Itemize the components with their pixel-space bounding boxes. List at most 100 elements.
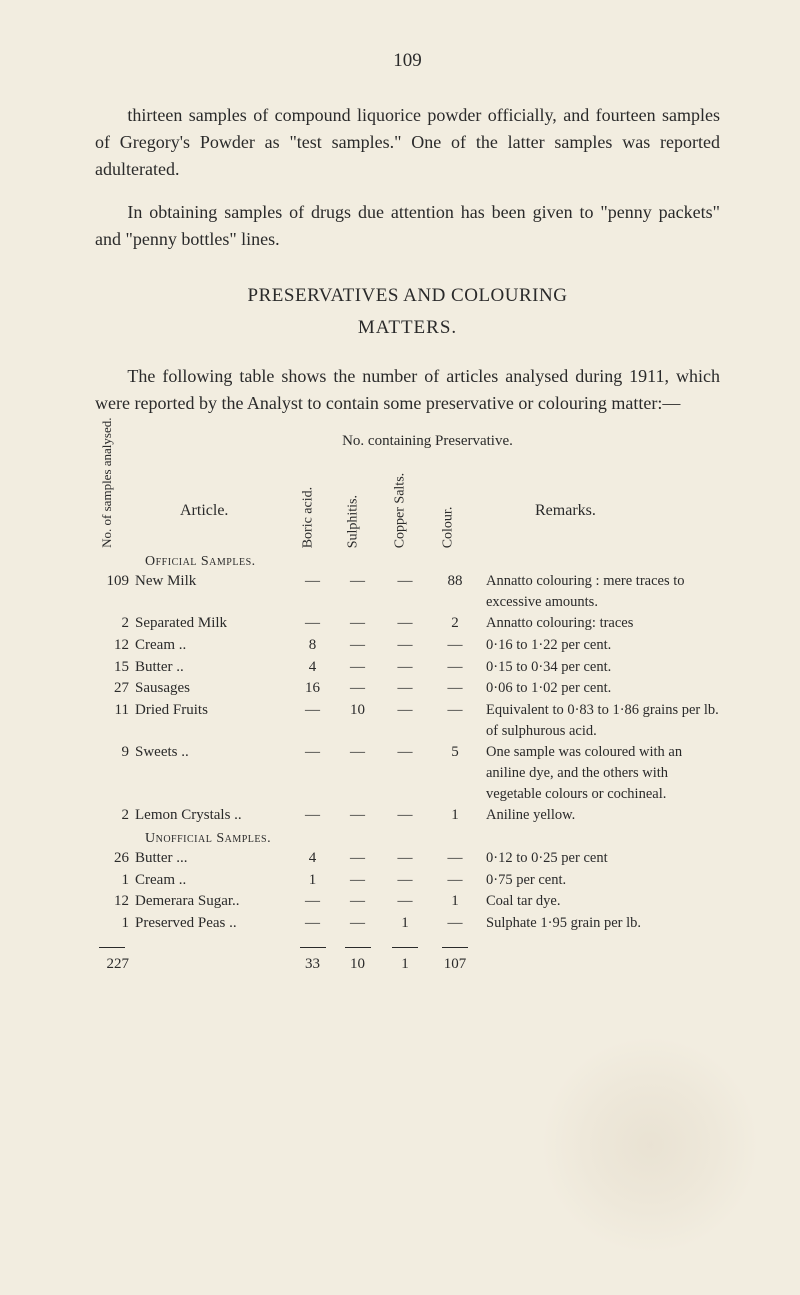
- table-cell: 1: [290, 870, 335, 892]
- table-cell: —: [380, 700, 430, 742]
- table-cell: 88: [430, 571, 480, 613]
- total-cell: 107: [430, 956, 480, 973]
- table-cell: 0·12 to 0·25 per cent: [480, 848, 720, 870]
- page-stain: [540, 1035, 760, 1255]
- table-cell: Butter ...: [135, 848, 290, 870]
- table-cell: —: [290, 805, 335, 827]
- totals-rule: [95, 935, 720, 953]
- table-cell: —: [335, 657, 380, 679]
- col-header: Copper Salts.: [391, 473, 411, 548]
- table-cell: 15: [95, 657, 135, 679]
- col-header: Colour.: [439, 506, 459, 548]
- table-cell: 4: [290, 848, 335, 870]
- section-subheading: MATTERS.: [95, 317, 720, 339]
- table-cell: —: [290, 742, 335, 805]
- table-row: 11Dried Fruits—10——Equivalent to 0·83 to…: [95, 700, 720, 742]
- data-table: No. of samples analysed. Article. Boric …: [95, 458, 720, 973]
- table-cell: 0·06 to 1·02 per cent.: [480, 678, 720, 700]
- table-cell: —: [430, 657, 480, 679]
- table-cell: Butter ..: [135, 657, 290, 679]
- table-cell: Annatto colouring : mere traces to exces…: [480, 571, 720, 613]
- table-cell: 0·15 to 0·34 per cent.: [480, 657, 720, 679]
- table-cell: —: [380, 870, 430, 892]
- table-cell: 109: [95, 571, 135, 613]
- totals-row: 227 33 10 1 107: [95, 956, 720, 973]
- table-cell: 9: [95, 742, 135, 805]
- table-cell: 27: [95, 678, 135, 700]
- col-header: Article.: [180, 499, 228, 522]
- table-cell: —: [430, 635, 480, 657]
- table-cell: —: [430, 678, 480, 700]
- table-cell: Equivalent to 0·83 to 1·86 grains per lb…: [480, 700, 720, 742]
- table-cell: —: [290, 613, 335, 635]
- table-row: 1Preserved Peas ..——1—Sulphate 1·95 grai…: [95, 913, 720, 935]
- table-cell: —: [335, 613, 380, 635]
- table-cell: 26: [95, 848, 135, 870]
- table-cell: Annatto colouring: traces: [480, 613, 720, 635]
- table-header: No. of samples analysed. Article. Boric …: [95, 458, 720, 550]
- table-cell: 16: [290, 678, 335, 700]
- table-cell: 10: [335, 700, 380, 742]
- table-cell: —: [335, 571, 380, 613]
- table-cell: —: [335, 870, 380, 892]
- table-cell: —: [380, 891, 430, 913]
- table-cell: —: [380, 657, 430, 679]
- table-row: 12Cream ..8———0·16 to 1·22 per cent.: [95, 635, 720, 657]
- table-cell: —: [380, 635, 430, 657]
- table-cell: 1: [430, 891, 480, 913]
- table-cell: Aniline yellow.: [480, 805, 720, 827]
- table-cell: Cream ..: [135, 870, 290, 892]
- group-header: Official Samples.: [145, 554, 720, 570]
- table-cell: —: [290, 700, 335, 742]
- table-cell: 2: [95, 613, 135, 635]
- table-caption: No. containing Preservative.: [95, 433, 720, 450]
- table-cell: 2: [95, 805, 135, 827]
- table-cell: —: [335, 742, 380, 805]
- col-header: Boric acid.: [299, 487, 319, 548]
- page-number: 109: [95, 50, 720, 72]
- table-row: 9Sweets ..———5One sample was coloured wi…: [95, 742, 720, 805]
- table-cell: —: [335, 805, 380, 827]
- table-cell: 12: [95, 635, 135, 657]
- table-cell: —: [430, 700, 480, 742]
- table-cell: 1: [430, 805, 480, 827]
- table-cell: —: [430, 913, 480, 935]
- table-cell: —: [430, 848, 480, 870]
- table-cell: —: [335, 848, 380, 870]
- table-row: 2Separated Milk———2Annatto colouring: tr…: [95, 613, 720, 635]
- table-cell: —: [335, 678, 380, 700]
- table-cell: Lemon Crystals ..: [135, 805, 290, 827]
- table-cell: 1: [95, 870, 135, 892]
- paragraph: thirteen samples of compound liquorice p…: [95, 102, 720, 183]
- table-cell: 4: [290, 657, 335, 679]
- table-cell: Sulphate 1·95 grain per lb.: [480, 913, 720, 935]
- table-cell: Sweets ..: [135, 742, 290, 805]
- table-cell: —: [380, 678, 430, 700]
- table-row: 1Cream ..1———0·75 per cent.: [95, 870, 720, 892]
- section-heading: PRESERVATIVES AND COLOURING: [95, 285, 720, 307]
- table-cell: Preserved Peas ..: [135, 913, 290, 935]
- table-cell: Demerara Sugar..: [135, 891, 290, 913]
- table-cell: 1: [380, 913, 430, 935]
- table-cell: —: [380, 848, 430, 870]
- table-cell: —: [430, 870, 480, 892]
- total-cell: 1: [380, 956, 430, 973]
- table-cell: 5: [430, 742, 480, 805]
- table-row: 109New Milk———88Annatto colouring : mere…: [95, 571, 720, 613]
- table-cell: 1: [95, 913, 135, 935]
- table-cell: 2: [430, 613, 480, 635]
- table-cell: 0·75 per cent.: [480, 870, 720, 892]
- total-cell: 10: [335, 956, 380, 973]
- table-cell: 8: [290, 635, 335, 657]
- table-cell: —: [380, 742, 430, 805]
- table-cell: —: [290, 913, 335, 935]
- total-cell: 33: [290, 956, 335, 973]
- table-cell: —: [335, 635, 380, 657]
- table-row: 12Demerara Sugar..———1Coal tar dye.: [95, 891, 720, 913]
- col-header: Sulphitis.: [344, 495, 364, 548]
- table-cell: 0·16 to 1·22 per cent.: [480, 635, 720, 657]
- table-cell: Cream ..: [135, 635, 290, 657]
- table-cell: 11: [95, 700, 135, 742]
- table-row: 27Sausages16———0·06 to 1·02 per cent.: [95, 678, 720, 700]
- table-cell: —: [380, 805, 430, 827]
